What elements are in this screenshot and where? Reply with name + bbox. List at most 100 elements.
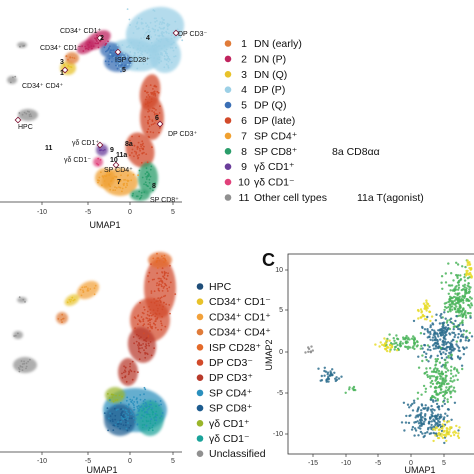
top-point <box>110 49 113 52</box>
top-point <box>160 47 163 50</box>
c-y-tick-label: 10 <box>275 267 283 274</box>
top-point <box>143 145 145 148</box>
top-point <box>12 76 14 79</box>
c-point <box>441 378 444 382</box>
bottom-cluster <box>56 312 68 324</box>
c-point <box>452 375 455 378</box>
bottom-point <box>168 304 171 306</box>
c-point <box>454 374 458 377</box>
bottom-point <box>146 317 149 320</box>
top-point <box>116 67 119 70</box>
c-point <box>427 360 430 363</box>
c-point <box>434 379 437 382</box>
bottom-point <box>153 347 156 349</box>
c-point <box>307 350 310 353</box>
bottom-point <box>122 418 125 421</box>
bottom-point <box>108 397 111 399</box>
bottom-point <box>158 280 161 283</box>
top-point <box>157 29 159 31</box>
annotation: γδ CD1⁻ <box>64 157 91 164</box>
top-point <box>88 46 90 49</box>
bottom-point <box>150 314 153 317</box>
bottom-point <box>144 356 147 359</box>
bottom-point <box>148 318 151 320</box>
bottom-point <box>169 312 171 315</box>
c-point <box>351 387 354 390</box>
c-point <box>436 346 440 350</box>
top-point <box>153 17 156 20</box>
c-point <box>445 391 448 394</box>
top-point <box>147 29 150 31</box>
top-point <box>167 60 170 63</box>
c-point <box>450 272 453 275</box>
top-point <box>146 31 149 33</box>
bottom-point <box>133 401 136 403</box>
legend-extra: 11a T(agonist) <box>357 192 424 204</box>
top-point <box>158 61 161 64</box>
c-point <box>403 429 406 432</box>
c-point <box>421 325 424 329</box>
top-point <box>162 31 165 34</box>
c-point <box>438 372 441 376</box>
c-x-tick-label: -15 <box>308 460 318 467</box>
c-point <box>388 339 391 342</box>
top-point <box>147 102 149 105</box>
c-point <box>424 432 427 435</box>
top-point <box>137 174 140 177</box>
c-point <box>462 307 465 311</box>
c-point <box>444 361 447 365</box>
top-point <box>101 184 103 187</box>
bottom-point <box>153 298 156 300</box>
bottom-point <box>143 386 146 389</box>
c-point <box>445 349 448 352</box>
bottom-point <box>148 344 151 347</box>
bottom-point <box>154 415 157 418</box>
c-point <box>379 341 382 344</box>
top-point <box>135 151 138 154</box>
c-point <box>434 423 437 427</box>
c-point <box>434 341 437 345</box>
c-point <box>424 404 427 407</box>
bottom-point <box>149 422 152 425</box>
c-point <box>395 334 398 337</box>
c-point <box>442 390 445 394</box>
c-point <box>453 430 456 433</box>
c-point <box>449 434 453 438</box>
top-point <box>133 144 136 147</box>
top-point <box>150 123 153 126</box>
c-point <box>430 420 433 423</box>
bottom-point <box>156 267 159 269</box>
c-point <box>444 343 448 346</box>
top-point <box>94 42 97 45</box>
c-point <box>452 386 456 389</box>
c-point <box>417 317 420 320</box>
c-point <box>445 429 448 432</box>
c-point <box>413 427 417 430</box>
bottom-point <box>61 313 64 316</box>
bottom-point <box>150 354 153 357</box>
top-point <box>151 146 153 149</box>
top-point <box>87 48 90 51</box>
legend-label: DN (Q) <box>254 69 287 81</box>
top-point <box>129 51 132 53</box>
top-point <box>147 128 150 131</box>
top-point <box>71 56 74 59</box>
top-point <box>107 40 109 43</box>
c-point <box>444 358 447 362</box>
c-point <box>337 377 341 380</box>
bottom-point <box>25 365 28 368</box>
c-point <box>439 338 442 341</box>
c-point <box>445 356 448 359</box>
top-point <box>153 30 156 33</box>
top-point <box>149 187 152 190</box>
bottom-point <box>155 414 158 416</box>
legend-label: SP CD4⁺ <box>254 130 298 142</box>
bottom-point <box>121 417 123 419</box>
c-point <box>406 341 409 344</box>
top-point <box>108 63 110 66</box>
bottom-cluster <box>13 331 23 339</box>
legend-number: 6 <box>241 115 247 127</box>
bottom-point <box>120 413 123 415</box>
c-point <box>446 319 449 322</box>
top-point <box>156 46 158 48</box>
